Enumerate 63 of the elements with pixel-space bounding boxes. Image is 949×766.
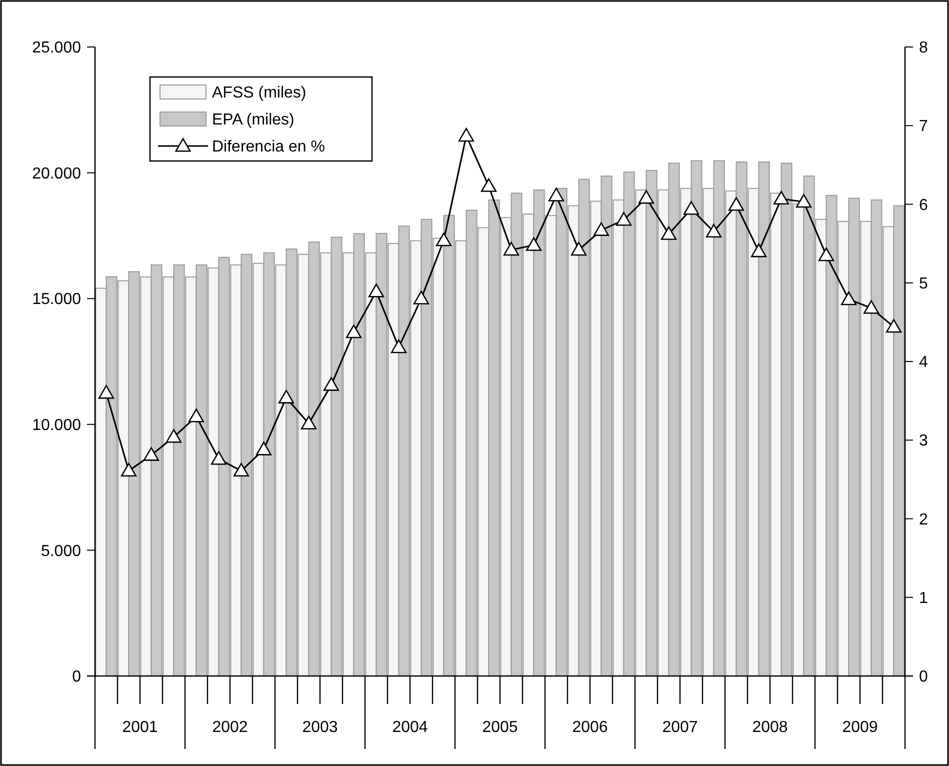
point xyxy=(166,429,182,443)
y2-tick-label: 0 xyxy=(919,668,928,686)
point xyxy=(323,377,340,391)
y2-tick-label: 8 xyxy=(919,40,928,57)
point xyxy=(98,385,114,399)
point xyxy=(796,194,812,208)
y2-tick-label: 1 xyxy=(919,590,928,607)
text: 2003 xyxy=(302,719,338,736)
point xyxy=(233,462,250,477)
point xyxy=(278,390,294,404)
point xyxy=(616,212,632,226)
y-tick-label: 0 xyxy=(72,668,82,686)
point xyxy=(773,190,790,205)
point xyxy=(548,188,564,202)
point xyxy=(188,408,204,422)
text: 2008 xyxy=(752,719,788,736)
y2-tick-label: 3 xyxy=(919,432,928,450)
point xyxy=(840,291,857,306)
y2-tick-label: 5 xyxy=(919,275,928,292)
point xyxy=(346,324,362,338)
point xyxy=(660,226,677,240)
y-tick-label: 5.000 xyxy=(40,542,82,560)
text: 2007 xyxy=(662,719,698,736)
text: 2004 xyxy=(392,719,428,736)
point xyxy=(728,197,744,211)
point xyxy=(818,247,834,262)
point xyxy=(503,242,520,256)
legend-label: Diferencia en % xyxy=(212,138,325,156)
legend-label: EPA (miles) xyxy=(212,112,294,129)
y2-tick-label: 2 xyxy=(919,511,928,528)
point xyxy=(436,232,452,246)
point xyxy=(750,244,767,258)
text: 2009 xyxy=(842,719,878,736)
point xyxy=(300,416,317,430)
point xyxy=(458,128,474,142)
text: 2006 xyxy=(572,719,608,736)
point xyxy=(256,442,272,456)
text: 2005 xyxy=(482,719,518,736)
text: 2002 xyxy=(212,719,248,736)
y2-tick-label: 4 xyxy=(919,354,928,372)
y-tick-label: 15.000 xyxy=(32,291,82,308)
y-tick-label: 25.000 xyxy=(32,40,82,57)
point xyxy=(480,178,497,192)
point xyxy=(886,319,902,333)
point xyxy=(526,237,542,251)
y-tick-label: 10.000 xyxy=(32,417,82,434)
text: 2001 xyxy=(122,719,158,736)
point xyxy=(143,447,160,461)
point xyxy=(413,290,430,304)
point xyxy=(390,339,407,354)
point xyxy=(570,242,587,256)
y2-tick-label: 6 xyxy=(919,196,928,214)
point xyxy=(863,300,880,314)
point xyxy=(683,201,700,215)
point xyxy=(638,190,654,204)
point xyxy=(706,224,722,238)
y2-tick-label: 7 xyxy=(919,118,928,136)
y-tick-label: 20.000 xyxy=(32,165,82,182)
point xyxy=(120,462,137,477)
point xyxy=(368,284,384,298)
legend-label: AFSS (miles) xyxy=(212,84,306,102)
point xyxy=(593,222,610,236)
point xyxy=(210,451,227,465)
